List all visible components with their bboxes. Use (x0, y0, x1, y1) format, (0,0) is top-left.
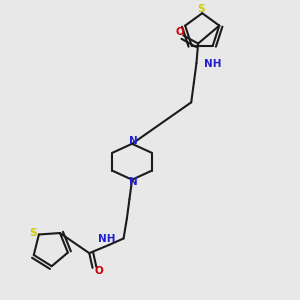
Text: N: N (129, 177, 137, 187)
Text: O: O (175, 27, 184, 37)
Text: NH: NH (204, 59, 221, 70)
Text: S: S (197, 4, 204, 14)
Text: O: O (95, 266, 103, 276)
Text: NH: NH (98, 234, 116, 244)
Text: N: N (129, 136, 137, 146)
Text: S: S (29, 228, 37, 238)
